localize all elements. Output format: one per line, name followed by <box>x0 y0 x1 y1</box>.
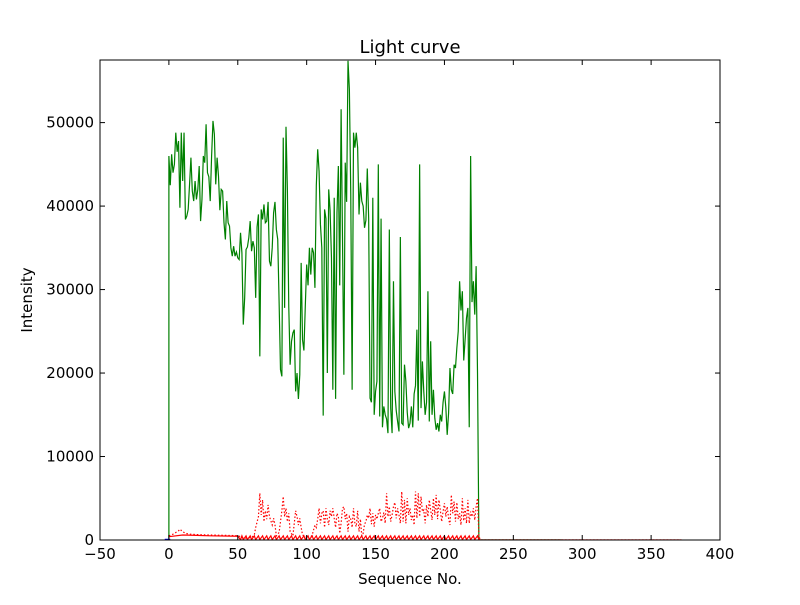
series-line-1 <box>168 491 682 540</box>
x-tick-label: 400 <box>706 545 735 563</box>
y-tick-label: 20000 <box>46 364 94 382</box>
x-tick-label: 300 <box>568 545 597 563</box>
plot-frame <box>99 59 721 541</box>
x-axis-label: Sequence No. <box>358 570 462 588</box>
x-tick-label: 200 <box>430 545 459 563</box>
series-layer <box>164 60 682 540</box>
y-tick-label: 0 <box>84 531 94 549</box>
x-tick-label: 250 <box>499 545 528 563</box>
series-line-2 <box>168 534 682 540</box>
chart-title: Light curve <box>359 37 460 58</box>
x-tick-label: 100 <box>292 545 321 563</box>
y-axis-label: Intensity <box>18 267 36 332</box>
y-tick-label: 50000 <box>46 114 94 132</box>
y-axis: 0 10000 20000 30000 40000 50000 <box>46 114 720 549</box>
x-tick-label: 150 <box>361 545 390 563</box>
x-axis: −50 0 50 100 150 200 250 300 350 400 <box>84 60 734 563</box>
x-tick-label: −50 <box>84 545 116 563</box>
y-tick-label: 40000 <box>46 197 94 215</box>
y-tick-label: 30000 <box>46 281 94 299</box>
x-tick-label: 350 <box>637 545 666 563</box>
series-line-0 <box>168 60 562 540</box>
y-tick-label: 10000 <box>46 448 94 466</box>
x-tick-label: 50 <box>228 545 247 563</box>
x-tick-label: 0 <box>164 545 174 563</box>
